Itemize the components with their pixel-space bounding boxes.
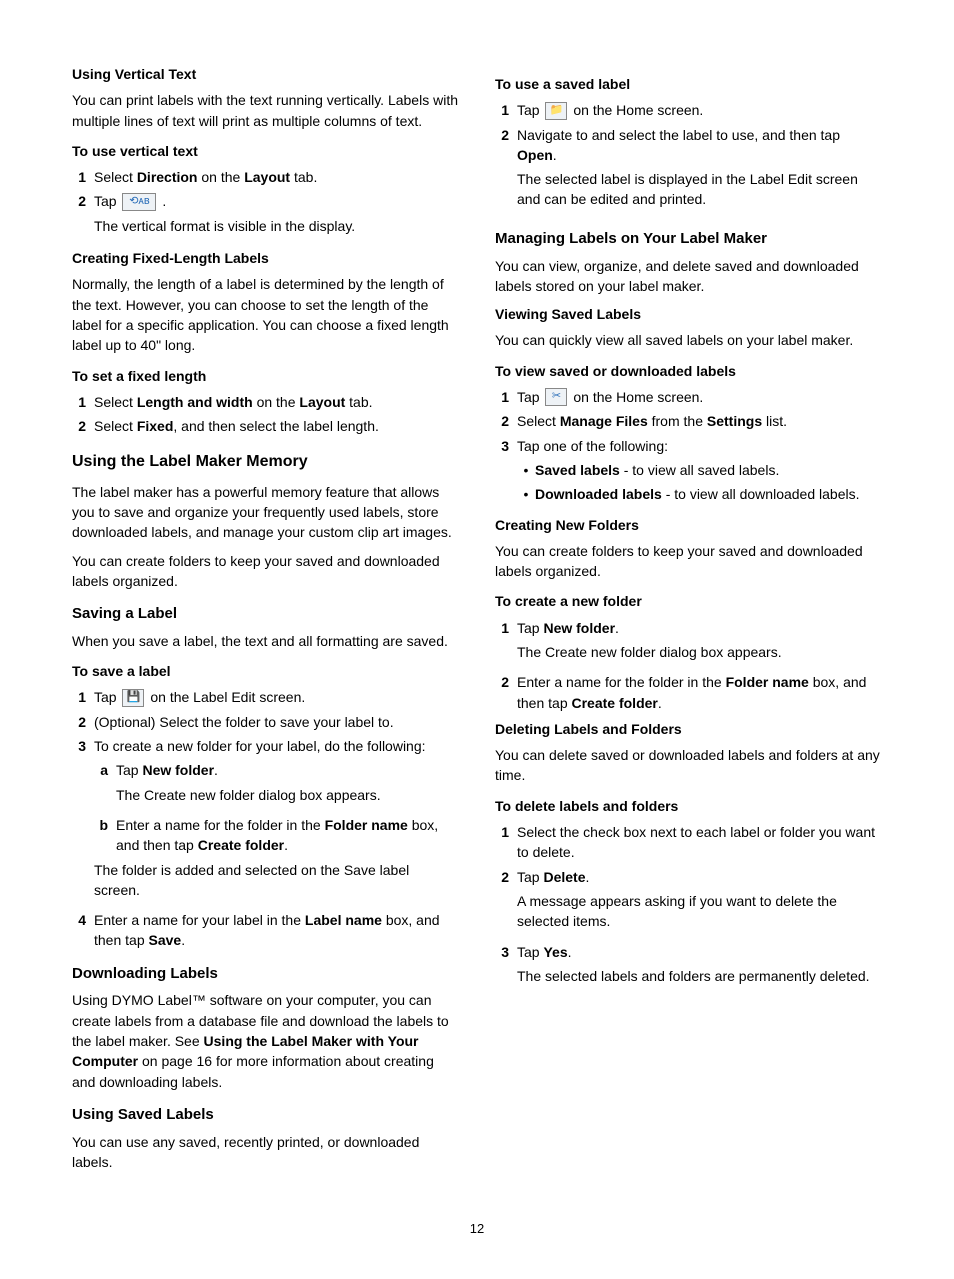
step-num: 1 [495, 618, 517, 669]
step-body: Tap ✂ on the Home screen. [517, 387, 882, 407]
bullet-body: Saved labels - to view all saved labels. [535, 460, 882, 480]
step-body: To create a new folder for your label, d… [94, 736, 459, 906]
step-body: Select Fixed, and then select the label … [94, 416, 459, 436]
step-body: Tap 💾 on the Label Edit screen. [94, 687, 459, 707]
para: You can delete saved or downloaded label… [495, 745, 882, 786]
bullet-body: Downloaded labels - to view all download… [535, 484, 882, 504]
step-num: 2 [72, 712, 94, 732]
step-num: 1 [72, 167, 94, 187]
step-num: 1 [495, 822, 517, 863]
step-body: Enter a name for the folder in the Folde… [517, 672, 882, 713]
step-num: 2 [495, 672, 517, 713]
heading-to-view: To view saved or downloaded labels [495, 361, 882, 381]
ordered-list: 1 Select the check box next to each labe… [495, 822, 882, 992]
step-body: Select Direction on the Layout tab. [94, 167, 459, 187]
step-num: 2 [72, 191, 94, 242]
para: You can view, organize, and delete saved… [495, 256, 882, 297]
heading-fixed-length: Creating Fixed-Length Labels [72, 248, 459, 268]
heading-to-use-saved: To use a saved label [495, 74, 882, 94]
heading-new-folders: Creating New Folders [495, 515, 882, 535]
step-body: Navigate to and select the label to use,… [517, 125, 882, 216]
step-num: 2 [495, 411, 517, 431]
ordered-list: 1 Tap 📁 on the Home screen. 2 Navigate t… [495, 100, 882, 215]
para: When you save a label, the text and all … [72, 631, 459, 651]
step-num: 3 [495, 436, 517, 509]
bullet-list: • Saved labels - to view all saved label… [517, 460, 882, 505]
heading-to-save: To save a label [72, 661, 459, 681]
step-num: 2 [495, 867, 517, 938]
substep-letter: b [94, 815, 116, 856]
vertical-text-icon: ⟲ᴀв [122, 193, 156, 211]
step-body: Enter a name for your label in the Label… [94, 910, 459, 951]
step-body: Select Length and width on the Layout ta… [94, 392, 459, 412]
step-num: 2 [72, 416, 94, 436]
substep-note: The Create new folder dialog box appears… [116, 785, 459, 805]
heading-managing: Managing Labels on Your Label Maker [495, 228, 882, 250]
step-note: The selected labels and folders are perm… [517, 966, 882, 986]
bullet: • [517, 484, 535, 504]
para: You can create folders to keep your save… [495, 541, 882, 582]
para: Normally, the length of a label is deter… [72, 274, 459, 355]
folder-icon: 📁 [545, 102, 567, 120]
step-num: 4 [72, 910, 94, 951]
heading-to-delete: To delete labels and folders [495, 796, 882, 816]
ordered-list: 1 Tap New folder. The Create new folder … [495, 618, 882, 713]
heading-downloading: Downloading Labels [72, 963, 459, 985]
para: You can use any saved, recently printed,… [72, 1132, 459, 1173]
step-note: A message appears asking if you want to … [517, 891, 882, 932]
step-body: Tap 📁 on the Home screen. [517, 100, 882, 120]
para: You can print labels with the text runni… [72, 90, 459, 131]
step-num: 3 [72, 736, 94, 906]
bullet: • [517, 460, 535, 480]
settings-icon: ✂ [545, 388, 567, 406]
substep-body: Tap New folder. The Create new folder di… [116, 760, 459, 811]
heading-deleting: Deleting Labels and Folders [495, 719, 882, 739]
step-body: (Optional) Select the folder to save you… [94, 712, 459, 732]
step-body: Tap Yes. The selected labels and folders… [517, 942, 882, 993]
para: The label maker has a powerful memory fe… [72, 482, 459, 543]
save-icon: 💾 [122, 689, 144, 707]
substep-letter: a [94, 760, 116, 811]
step-body: Tap one of the following: • Saved labels… [517, 436, 882, 509]
sub-list: a Tap New folder. The Create new folder … [94, 760, 459, 855]
heading-set-fixed: To set a fixed length [72, 366, 459, 386]
step-num: 1 [495, 100, 517, 120]
step-note: The vertical format is visible in the di… [94, 216, 459, 236]
para: You can quickly view all saved labels on… [495, 330, 882, 350]
step-note: The Create new folder dialog box appears… [517, 642, 882, 662]
two-column-layout: Using Vertical Text You can print labels… [72, 64, 882, 1180]
step-note: The folder is added and selected on the … [94, 860, 459, 901]
step-num: 2 [495, 125, 517, 216]
heading-to-use-vertical: To use vertical text [72, 141, 459, 161]
step-num: 1 [495, 387, 517, 407]
substep-body: Enter a name for the folder in the Folde… [116, 815, 459, 856]
step-body: Select the check box next to each label … [517, 822, 882, 863]
step-body: Tap New folder. The Create new folder di… [517, 618, 882, 669]
heading-memory: Using the Label Maker Memory [72, 450, 459, 473]
heading-to-create-folder: To create a new folder [495, 591, 882, 611]
heading-vertical-text: Using Vertical Text [72, 64, 459, 84]
step-num: 1 [72, 687, 94, 707]
heading-saving: Saving a Label [72, 603, 459, 625]
step-note: The selected label is displayed in the L… [517, 169, 882, 210]
ordered-list: 1 Select Direction on the Layout tab. 2 … [72, 167, 459, 242]
heading-using-saved: Using Saved Labels [72, 1104, 459, 1126]
ordered-list: 1 Select Length and width on the Layout … [72, 392, 459, 437]
ordered-list: 1 Tap ✂ on the Home screen. 2 Select Man… [495, 387, 882, 508]
step-num: 3 [495, 942, 517, 993]
page-number: 12 [72, 1220, 882, 1239]
ordered-list: 1 Tap 💾 on the Label Edit screen. 2 (Opt… [72, 687, 459, 950]
right-column: To use a saved label 1 Tap 📁 on the Home… [495, 64, 882, 1180]
step-body: Tap ⟲ᴀв . The vertical format is visible… [94, 191, 459, 242]
step-body: Tap Delete. A message appears asking if … [517, 867, 882, 938]
step-body: Select Manage Files from the Settings li… [517, 411, 882, 431]
left-column: Using Vertical Text You can print labels… [72, 64, 459, 1180]
para: Using DYMO Label™ software on your compu… [72, 990, 459, 1091]
heading-viewing: Viewing Saved Labels [495, 304, 882, 324]
step-num: 1 [72, 392, 94, 412]
para: You can create folders to keep your save… [72, 551, 459, 592]
